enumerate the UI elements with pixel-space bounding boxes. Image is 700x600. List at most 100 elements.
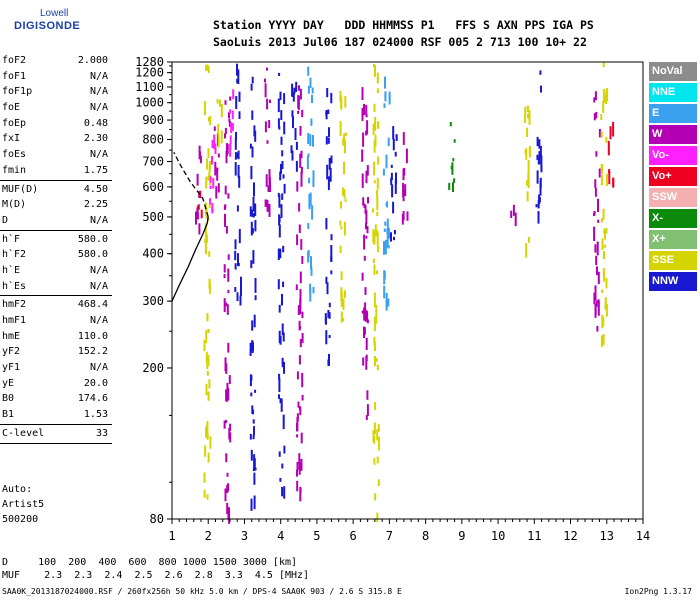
param-label: B0	[2, 393, 15, 405]
echo-mark	[295, 141, 298, 150]
echo-mark	[278, 330, 281, 344]
param-label: foF1	[2, 70, 27, 82]
param-value: 33	[95, 427, 108, 439]
param-label: foE	[2, 102, 21, 114]
x-tick-label: 1	[168, 529, 175, 543]
echo-mark	[252, 467, 255, 472]
param-value: 580.0	[77, 233, 108, 245]
echo-mark	[612, 177, 615, 188]
echo-mark	[373, 238, 376, 245]
echo-mark	[253, 464, 256, 471]
echo-mark	[282, 281, 285, 288]
echo-mark	[376, 211, 379, 217]
echo-mark	[340, 97, 343, 110]
echo-mark	[296, 181, 299, 192]
echo-mark	[527, 113, 529, 119]
echo-mark	[603, 272, 606, 282]
echo-mark	[207, 452, 210, 463]
echo-mark	[383, 241, 385, 255]
echo-mark	[374, 224, 377, 237]
param-label: foEp	[2, 117, 27, 129]
echo-mark	[361, 173, 364, 188]
param-label: h`F2	[2, 249, 27, 261]
echo-mark	[249, 342, 252, 356]
echo-mark	[225, 302, 228, 307]
echo-mark	[278, 394, 280, 399]
echo-mark	[211, 139, 214, 149]
echo-mark	[296, 371, 299, 380]
echo-mark	[267, 185, 270, 192]
echo-mark	[394, 179, 397, 194]
echo-mark	[298, 453, 301, 464]
echo-mark	[382, 168, 385, 176]
param-row: foEs N/A	[0, 147, 112, 163]
echo-mark	[374, 64, 376, 77]
echo-mark	[268, 120, 271, 129]
echo-mark	[301, 109, 304, 118]
echo-mark	[374, 117, 377, 131]
echo-mark	[237, 263, 240, 267]
x-tick-label: 11	[527, 529, 541, 543]
echo-mark	[604, 297, 607, 306]
echo-mark	[234, 287, 237, 292]
echo-mark	[597, 301, 600, 316]
echo-mark	[324, 313, 327, 324]
echo-mark	[227, 254, 230, 260]
echo-mark	[512, 204, 515, 216]
echo-mark	[536, 136, 539, 147]
echo-mark	[283, 93, 286, 105]
echo-mark	[312, 179, 315, 187]
echo-mark	[277, 192, 280, 197]
echo-mark	[596, 266, 598, 276]
echo-mark	[203, 339, 206, 352]
echo-mark	[249, 374, 252, 387]
echo-mark	[207, 391, 210, 401]
echo-mark	[372, 229, 375, 243]
echo-mark	[225, 226, 228, 234]
echo-mark	[251, 320, 254, 331]
legend-entry: W	[649, 125, 697, 144]
echo-mark	[254, 203, 257, 216]
echo-mark	[327, 309, 330, 318]
echo-mark	[307, 85, 310, 94]
param-row: foE N/A	[0, 100, 112, 116]
echo-mark	[361, 272, 364, 281]
autoscale-label: Auto:	[2, 484, 33, 495]
echo-mark	[600, 131, 603, 138]
legend-entry: NNW	[649, 272, 697, 291]
echo-mark	[339, 121, 342, 135]
echo-mark	[344, 139, 346, 154]
echo-mark	[393, 229, 396, 235]
echo-mark	[374, 493, 377, 501]
y-tick-label: 800	[142, 132, 164, 146]
echo-mark	[528, 110, 531, 125]
echo-mark	[377, 156, 380, 165]
echo-mark	[597, 299, 600, 304]
echo-mark	[340, 292, 343, 307]
logo-digisonde: DIGISONDE	[14, 20, 81, 32]
echo-mark	[277, 248, 280, 261]
echo-mark	[253, 495, 256, 510]
param-row: h`F2 580.0	[0, 247, 112, 263]
echo-mark	[253, 454, 256, 468]
echo-mark	[299, 300, 302, 315]
param-value: 20.0	[83, 377, 108, 389]
echo-mark	[251, 344, 254, 354]
echo-mark	[300, 239, 303, 250]
echo-mark	[377, 436, 380, 451]
header-labels: Station YYYY DAY DDD HHMMSS P1 FFS S AXN…	[213, 18, 594, 32]
echo-mark	[365, 356, 368, 370]
param-value: 152.2	[77, 346, 108, 358]
echo-mark	[602, 334, 605, 345]
param-label: foF2	[2, 55, 27, 66]
echo-mark	[203, 489, 206, 498]
echo-mark	[402, 211, 405, 221]
echo-mark	[602, 100, 605, 113]
echo-mark	[209, 176, 212, 183]
echo-mark	[392, 138, 395, 151]
echo-mark	[211, 155, 213, 165]
echo-mark	[205, 176, 208, 189]
legend-entry: E	[649, 104, 697, 123]
echo-mark	[283, 445, 286, 454]
echo-mark	[602, 208, 605, 220]
